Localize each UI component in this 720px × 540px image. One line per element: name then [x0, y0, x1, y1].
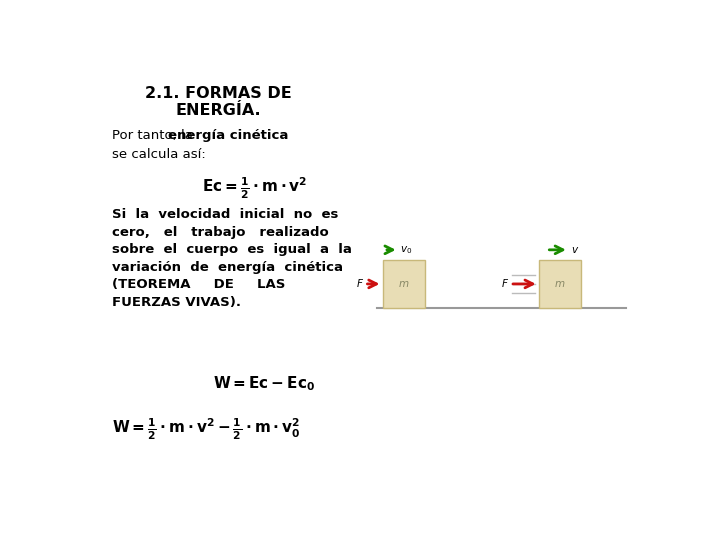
Text: $\bf{W = Ec - Ec_0}$: $\bf{W = Ec - Ec_0}$: [213, 375, 315, 393]
Text: energía cinética: energía cinética: [168, 129, 289, 142]
Bar: [539, 260, 581, 308]
Text: Si  la  velocidad  inicial  no  es: Si la velocidad inicial no es: [112, 208, 338, 221]
Bar: [383, 260, 425, 308]
Text: 2.1. FORMAS DE
ENERGÍA.: 2.1. FORMAS DE ENERGÍA.: [145, 85, 292, 118]
Text: variación  de  energía  cinética: variación de energía cinética: [112, 261, 343, 274]
Text: se calcula así:: se calcula así:: [112, 148, 206, 161]
Text: FUERZAS VIVAS).: FUERZAS VIVAS).: [112, 295, 241, 308]
Text: m: m: [399, 279, 409, 289]
Text: F: F: [356, 279, 362, 289]
Text: (TEOREMA     DE     LAS: (TEOREMA DE LAS: [112, 278, 286, 291]
Text: m: m: [555, 279, 565, 289]
Text: $\bf{W = \frac{1}{2} \cdot m \cdot v^2 - \frac{1}{2} \cdot m \cdot v_0^2}$: $\bf{W = \frac{1}{2} \cdot m \cdot v^2 -…: [112, 416, 301, 442]
Text: Por tanto, la: Por tanto, la: [112, 129, 197, 142]
Text: sobre  el  cuerpo  es  igual  a  la: sobre el cuerpo es igual a la: [112, 243, 352, 256]
Text: $v$: $v$: [571, 245, 580, 255]
Text: $v_0$: $v_0$: [400, 244, 413, 256]
Text: F: F: [501, 279, 508, 289]
Text: $\bf{Ec = \frac{1}{2} \cdot m \cdot v^2}$: $\bf{Ec = \frac{1}{2} \cdot m \cdot v^2}…: [202, 175, 307, 200]
Text: cero,   el   trabajo   realizado: cero, el trabajo realizado: [112, 226, 329, 239]
